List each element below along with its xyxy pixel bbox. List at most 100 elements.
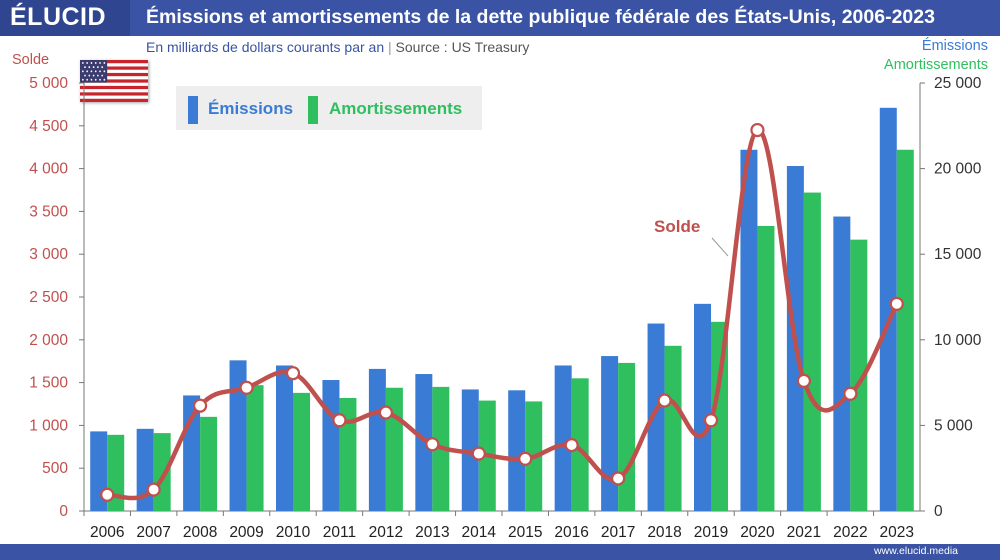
right-axis-title-emissions: Émissions [921, 38, 988, 54]
left-axis-title: Solde [12, 52, 50, 68]
bar-emissions [647, 323, 665, 511]
bar-amortissements [246, 385, 264, 511]
left-axis-tick-label: 2 500 [29, 289, 68, 306]
x-axis-tick-label: 2014 [462, 524, 497, 541]
solde-point [564, 437, 579, 453]
footer-bar [0, 544, 1000, 560]
legend-swatch-amortissements [308, 96, 318, 124]
right-axis-title-amortissements: Amortissements [884, 57, 988, 73]
brand-logo: ÉLUCID [10, 3, 107, 31]
solde-point [657, 393, 672, 408]
bar-emissions [740, 149, 758, 511]
x-axis-tick-label: 2016 [554, 524, 588, 541]
bar-amortissements [571, 378, 589, 511]
bar-amortissements [664, 345, 682, 511]
bar-emissions [322, 380, 340, 511]
solde-point [378, 405, 393, 420]
left-axis-tick-label: 3 000 [29, 246, 68, 263]
legend-swatch-emissions [188, 96, 198, 124]
header-bar [0, 0, 1000, 36]
bar-emissions [368, 368, 386, 511]
us-flag-icon [80, 60, 148, 102]
chart-subtitle: En milliards de dollars courants par an … [146, 39, 529, 55]
x-axis-tick-label: 2006 [90, 524, 124, 541]
legend-label-emissions: Émissions [208, 99, 294, 118]
left-axis-tick-label: 1 000 [29, 417, 68, 434]
bar-amortissements [200, 416, 218, 511]
x-axis-tick-label: 2020 [740, 524, 775, 541]
x-axis-tick-label: 2015 [508, 524, 542, 541]
page-title: Émissions et amortissements de la dette … [146, 6, 935, 28]
chart-legend: Émissions Amortissements [176, 86, 482, 130]
solde-point [889, 296, 904, 311]
x-axis-tick-label: 2011 [323, 524, 356, 541]
bar-emissions [276, 365, 293, 511]
bar-emissions [833, 216, 851, 511]
solde-annotation-leader [711, 237, 729, 257]
right-axis-tick-label: 20 000 [934, 161, 982, 178]
x-axis-tick-label: 2008 [183, 524, 217, 541]
x-axis-tick-label: 2012 [369, 524, 403, 541]
x-axis-tick-label: 2017 [601, 524, 635, 541]
solde-point [471, 446, 486, 461]
bar-amortissements [850, 239, 868, 511]
x-axis-tick-label: 2010 [276, 524, 311, 541]
bar-emissions [415, 374, 433, 511]
solde-point [239, 380, 254, 395]
x-axis-tick-label: 2021 [787, 524, 821, 541]
bar-amortissements [339, 398, 357, 511]
x-axis-tick-label: 2023 [880, 524, 914, 541]
solde-point [146, 482, 161, 497]
bar-emissions [508, 390, 526, 511]
subtitle-separator: | [388, 39, 392, 55]
solde-point [425, 437, 440, 452]
logo-box: ÉLUCID [0, 0, 130, 36]
solde-annotation: Solde [654, 217, 700, 236]
x-axis-tick-label: 2007 [136, 524, 170, 541]
bar-amortissements [757, 225, 775, 511]
left-axis-tick-label: 2 000 [29, 332, 68, 349]
x-axis-tick-label: 2022 [833, 524, 867, 541]
left-axis-tick-label: 3 500 [29, 203, 68, 220]
solde-point [703, 413, 719, 428]
solde-point [611, 471, 626, 486]
bar-amortissements [803, 192, 821, 511]
bar-amortissements [896, 149, 914, 511]
bar-emissions [461, 389, 479, 511]
right-axis-tick-label: 0 [934, 503, 943, 520]
solde-point [750, 122, 765, 138]
solde-point [285, 366, 301, 381]
solde-line [106, 127, 899, 501]
bar-emissions [601, 356, 619, 511]
right-axis-tick-label: 5 000 [934, 417, 973, 434]
x-axis-tick-label: 2019 [694, 524, 728, 541]
solde-point [518, 451, 533, 466]
bar-amortissements [618, 362, 636, 511]
solde-point [332, 413, 347, 428]
website-link[interactable]: www.elucid.media [873, 545, 958, 557]
legend-label-amortissements: Amortissements [329, 99, 463, 118]
solde-point [796, 373, 811, 388]
solde-point [843, 386, 858, 401]
left-axis-tick-label: 1 500 [29, 375, 68, 392]
bar-amortissements [711, 321, 728, 511]
subtitle-units: En milliards de dollars courants par an [146, 39, 385, 55]
bar-emissions [554, 365, 572, 511]
left-axis-tick-label: 5 000 [29, 75, 68, 92]
solde-point [100, 487, 115, 502]
right-axis-tick-label: 15 000 [934, 246, 982, 263]
bar-emissions [229, 360, 247, 511]
subtitle-source: Source : US Treasury [395, 39, 530, 55]
bar-emissions [694, 303, 711, 511]
x-axis-tick-label: 2013 [415, 524, 449, 541]
left-axis-tick-label: 4 000 [29, 161, 68, 178]
bar-emissions [879, 107, 897, 511]
left-axis-tick-label: 4 500 [29, 118, 68, 135]
right-axis-tick-label: 25 000 [934, 75, 982, 92]
left-axis-tick-label: 500 [42, 460, 68, 477]
left-axis-tick-label: 0 [59, 503, 68, 520]
bar-amortissements [293, 392, 310, 511]
x-axis-tick-label: 2009 [229, 524, 263, 541]
